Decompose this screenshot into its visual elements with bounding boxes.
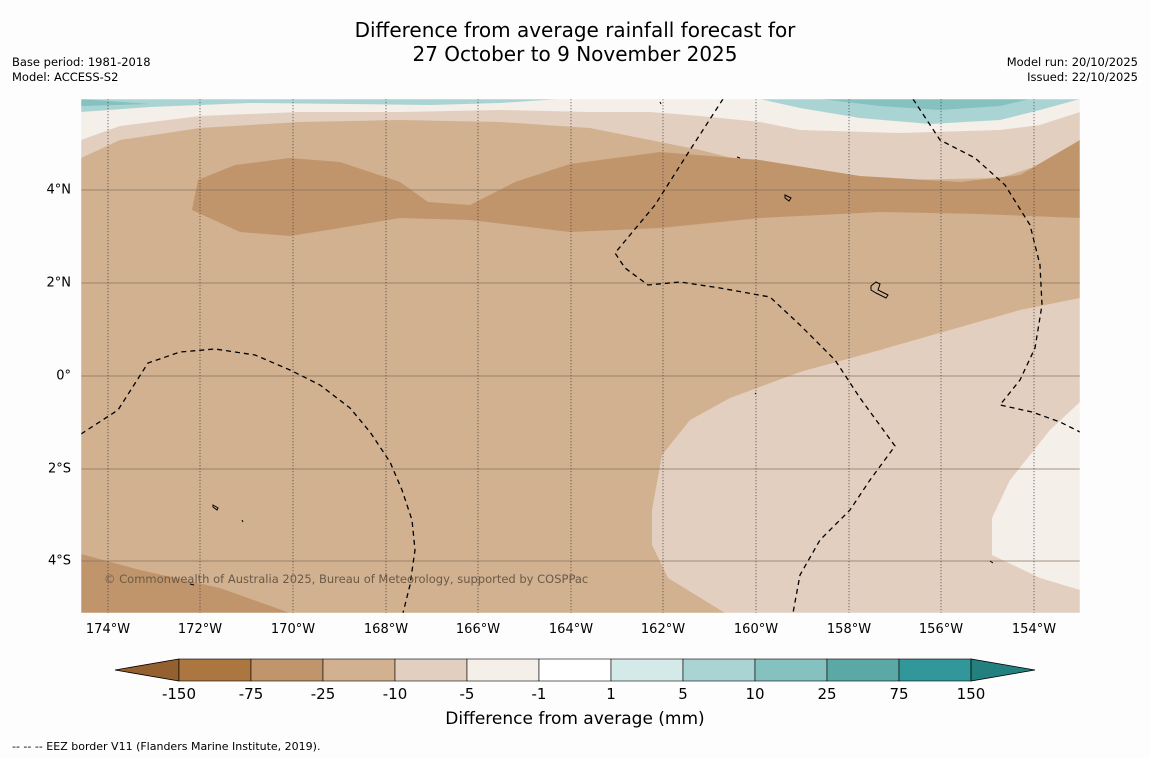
colorbar-segment <box>250 658 324 682</box>
band-neg10-southeast <box>652 298 1080 613</box>
colorbar-tick: 25 <box>817 685 837 703</box>
lat-label-4s: 4°S <box>47 553 71 569</box>
model-run: Model run: 20/10/2025 <box>1006 55 1138 69</box>
colorbar-tick: 1 <box>606 685 616 703</box>
colorbar-tick: -10 <box>382 685 408 703</box>
title-line-2: 27 October to 9 November 2025 <box>412 42 738 66</box>
issued-date: Issued: 22/10/2025 <box>1027 70 1138 84</box>
lon-label-172w: 172°W <box>177 622 223 637</box>
band-pos10-top <box>81 99 1030 110</box>
colorbar-tick: -25 <box>310 685 336 703</box>
colorbar-tick: 5 <box>678 685 688 703</box>
colorbar-segment <box>322 658 396 682</box>
colorbar-segment <box>466 658 540 682</box>
lon-label-158w: 158°W <box>826 622 872 637</box>
colorbar-tick: -75 <box>238 685 264 703</box>
lat-label-0: 0° <box>56 368 71 384</box>
chart-title: Difference from average rainfall forecas… <box>0 18 1150 66</box>
islands <box>189 101 994 586</box>
meta-left: Base period: 1981-2018 Model: ACCESS-S2 <box>12 55 151 85</box>
colorbar-label: Difference from average (mm) <box>445 709 705 729</box>
colorbar-extend-high <box>970 658 1036 682</box>
colorbar-segment <box>682 658 756 682</box>
lat-label-2s: 2°S <box>47 461 71 477</box>
lat-label-2n: 2°N <box>46 275 72 291</box>
lon-label-164w: 164°W <box>548 622 594 637</box>
band-neg75-southwest <box>81 554 290 613</box>
lat-label-4n: 4°N <box>46 182 72 198</box>
colorbar-segment <box>826 658 900 682</box>
colorbar-tick: -1 <box>531 685 547 703</box>
map-frame <box>80 98 1081 614</box>
colorbar-segment <box>178 658 252 682</box>
colorbar-segment <box>610 658 684 682</box>
lon-label-168w: 168°W <box>363 622 409 637</box>
meta-right: Model run: 20/10/2025 Issued: 22/10/2025 <box>1007 55 1138 85</box>
colorbar-tick: 150 <box>956 685 986 703</box>
colorbar-tick: 10 <box>745 685 765 703</box>
colorbar-extend-low <box>114 658 180 682</box>
band-pos5-top <box>81 99 1080 124</box>
colorbar-tick: -5 <box>459 685 475 703</box>
lon-label-156w: 156°W <box>918 622 964 637</box>
colorbar-segment <box>538 658 612 682</box>
lon-label-154w: 154°W <box>1011 622 1057 637</box>
base-period: Base period: 1981-2018 <box>12 55 151 69</box>
band-neg75-north <box>192 140 1080 236</box>
colorbar-segment <box>898 658 972 682</box>
lon-label-174w: 174°W <box>85 622 131 637</box>
latitude-gridlines <box>81 189 1080 562</box>
colorbar-tick: 75 <box>889 685 909 703</box>
lon-label-170w: 170°W <box>270 622 316 637</box>
model-name: Model: ACCESS-S2 <box>12 70 119 84</box>
colorbar-segment <box>754 658 828 682</box>
title-line-1: Difference from average rainfall forecas… <box>354 18 796 42</box>
lon-label-162w: 162°W <box>640 622 686 637</box>
lon-label-166w: 166°W <box>455 622 501 637</box>
lon-label-160w: 160°W <box>733 622 779 637</box>
colorbar <box>114 658 1036 682</box>
eez-borders <box>81 99 1080 613</box>
band-neg5-southeast <box>992 402 1080 590</box>
colorbar-tick: -150 <box>161 685 197 703</box>
colorbar-segment <box>394 658 468 682</box>
copyright-notice: © Commonwealth of Australia 2025, Bureau… <box>104 572 589 586</box>
map-fill <box>81 99 1080 613</box>
eez-footnote: -- -- -- EEZ border V11 (Flanders Marine… <box>12 740 321 753</box>
